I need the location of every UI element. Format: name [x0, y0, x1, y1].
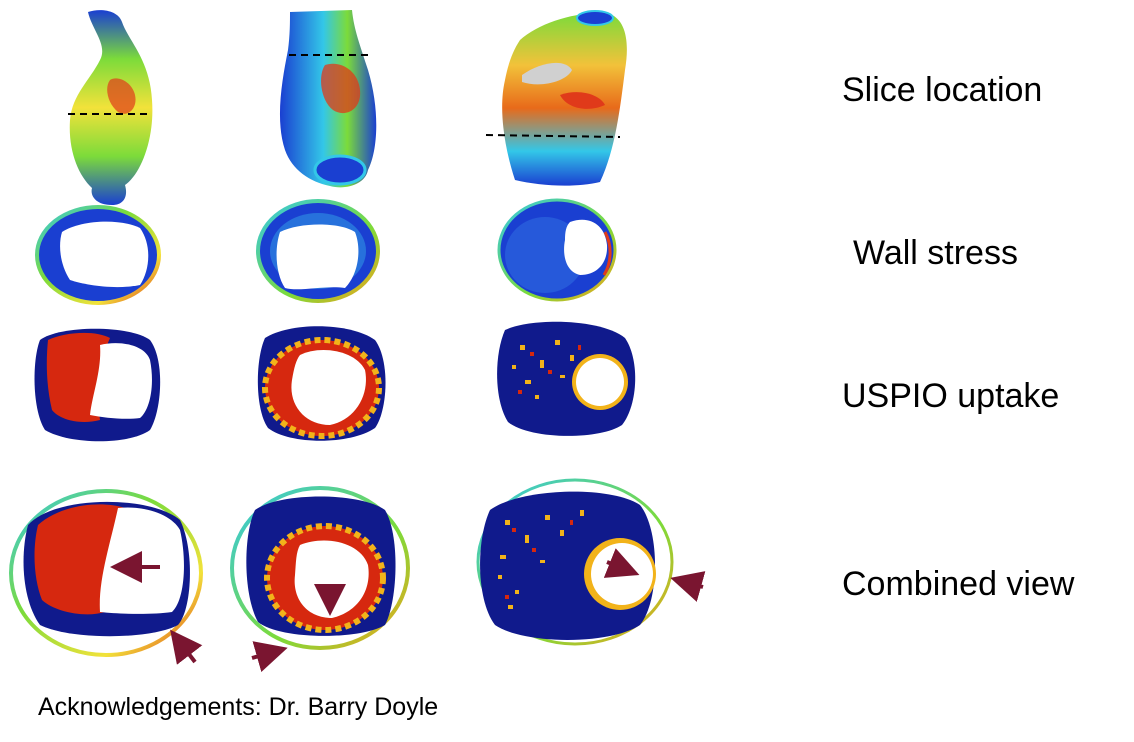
wall-stress-section-3	[497, 198, 617, 302]
wall-stress-section-1	[35, 205, 161, 305]
label-uspio-uptake: USPIO uptake	[842, 377, 1060, 415]
label-slice-location: Slice location	[842, 71, 1043, 109]
combined-view-1	[9, 489, 203, 665]
uspio-map-3	[497, 321, 636, 436]
combined-view-3	[476, 478, 706, 646]
uspio-map-1	[34, 328, 161, 442]
aneurysm-figure	[9, 10, 706, 672]
label-combined-view: Combined view	[842, 565, 1075, 603]
aneurysm-model-1	[68, 10, 153, 205]
aneurysm-model-3	[485, 10, 627, 186]
aneurysm-model-2	[279, 10, 377, 188]
acknowledgement-text: Acknowledgements: Dr. Barry Doyle	[38, 693, 439, 721]
uspio-map-2	[257, 326, 386, 441]
label-wall-stress: Wall stress	[853, 234, 1018, 272]
combined-view-2	[230, 486, 410, 672]
wall-stress-section-2	[256, 199, 380, 303]
